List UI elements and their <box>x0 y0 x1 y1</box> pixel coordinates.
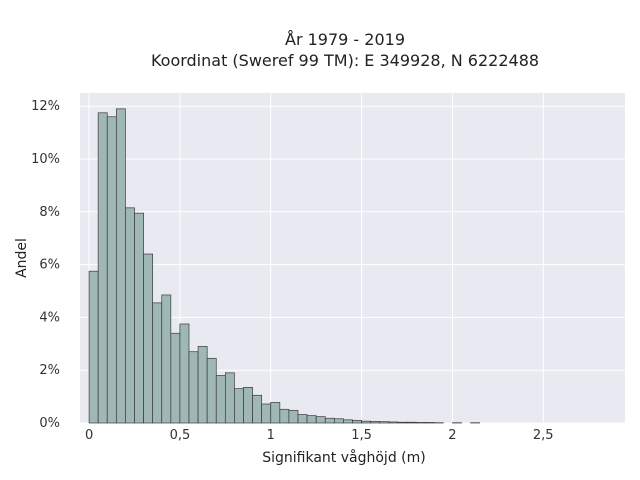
histogram-bar <box>288 409 299 424</box>
histogram-bar <box>297 414 308 424</box>
y-tick-label: 6% <box>39 258 60 273</box>
histogram-bar <box>243 387 253 424</box>
histogram-bars <box>88 108 481 424</box>
chart-title-line1: År 1979 - 2019 <box>285 30 405 49</box>
y-tick-label: 10% <box>31 152 60 167</box>
histogram-bar <box>415 422 426 424</box>
histogram-bar <box>424 422 435 424</box>
histogram-bar <box>161 294 172 424</box>
histogram-bar <box>397 421 408 424</box>
histogram-bar <box>152 302 163 424</box>
x-tick-label: 1 <box>267 428 275 443</box>
histogram-bar <box>224 372 235 424</box>
x-tick-labels: 0 0,5 1 1,5 2 2,5 <box>85 428 554 443</box>
histogram-bar <box>333 418 344 424</box>
histogram-bar <box>125 207 135 424</box>
histogram-bar <box>306 415 317 424</box>
y-tick-labels: 0% 2% 4% 6% 8% 10% 12% <box>31 99 60 431</box>
y-tick-label: 4% <box>39 310 60 325</box>
histogram-bar <box>324 417 335 424</box>
histogram-bar <box>279 408 290 424</box>
y-tick-label: 2% <box>39 363 60 378</box>
histogram-bar <box>106 116 117 424</box>
x-tick-label: 0 <box>85 428 93 443</box>
histogram-bar <box>188 351 199 424</box>
y-tick-label: 0% <box>39 416 60 431</box>
histogram-bar <box>197 346 208 424</box>
histogram-bar <box>88 270 99 424</box>
x-axis-label: Signifikant våghöjd (m) <box>262 449 425 466</box>
chart-title-line2: Koordinat (Sweref 99 TM): E 349928, N 62… <box>151 51 539 70</box>
x-tick-label: 2 <box>448 428 456 443</box>
histogram-bar <box>179 323 190 424</box>
histogram-bar <box>134 212 144 424</box>
histogram-bar <box>379 421 390 424</box>
histogram-bar <box>361 420 372 424</box>
x-tick-label: 0,5 <box>170 428 191 443</box>
y-tick-label: 12% <box>31 99 60 114</box>
histogram-bar <box>261 403 272 424</box>
histogram-bar <box>343 419 353 424</box>
histogram-bar <box>252 394 263 424</box>
histogram-bar <box>406 421 417 424</box>
histogram-bar <box>206 357 217 424</box>
histogram-bar <box>170 332 181 424</box>
histogram-bar <box>370 421 381 424</box>
histogram-bar <box>97 112 108 424</box>
y-axis-label: Andel <box>14 238 30 278</box>
histogram-bar <box>388 421 399 424</box>
y-tick-label: 8% <box>39 205 60 220</box>
histogram-bar <box>115 108 126 424</box>
x-tick-label: 1,5 <box>351 428 372 443</box>
histogram-bar <box>215 375 226 424</box>
histogram-bar <box>352 420 362 424</box>
x-tick-label: 2,5 <box>533 428 554 443</box>
histogram-bar <box>234 388 244 424</box>
histogram-bar <box>270 402 281 424</box>
histogram-bar <box>143 253 154 424</box>
histogram-bar <box>315 416 326 424</box>
